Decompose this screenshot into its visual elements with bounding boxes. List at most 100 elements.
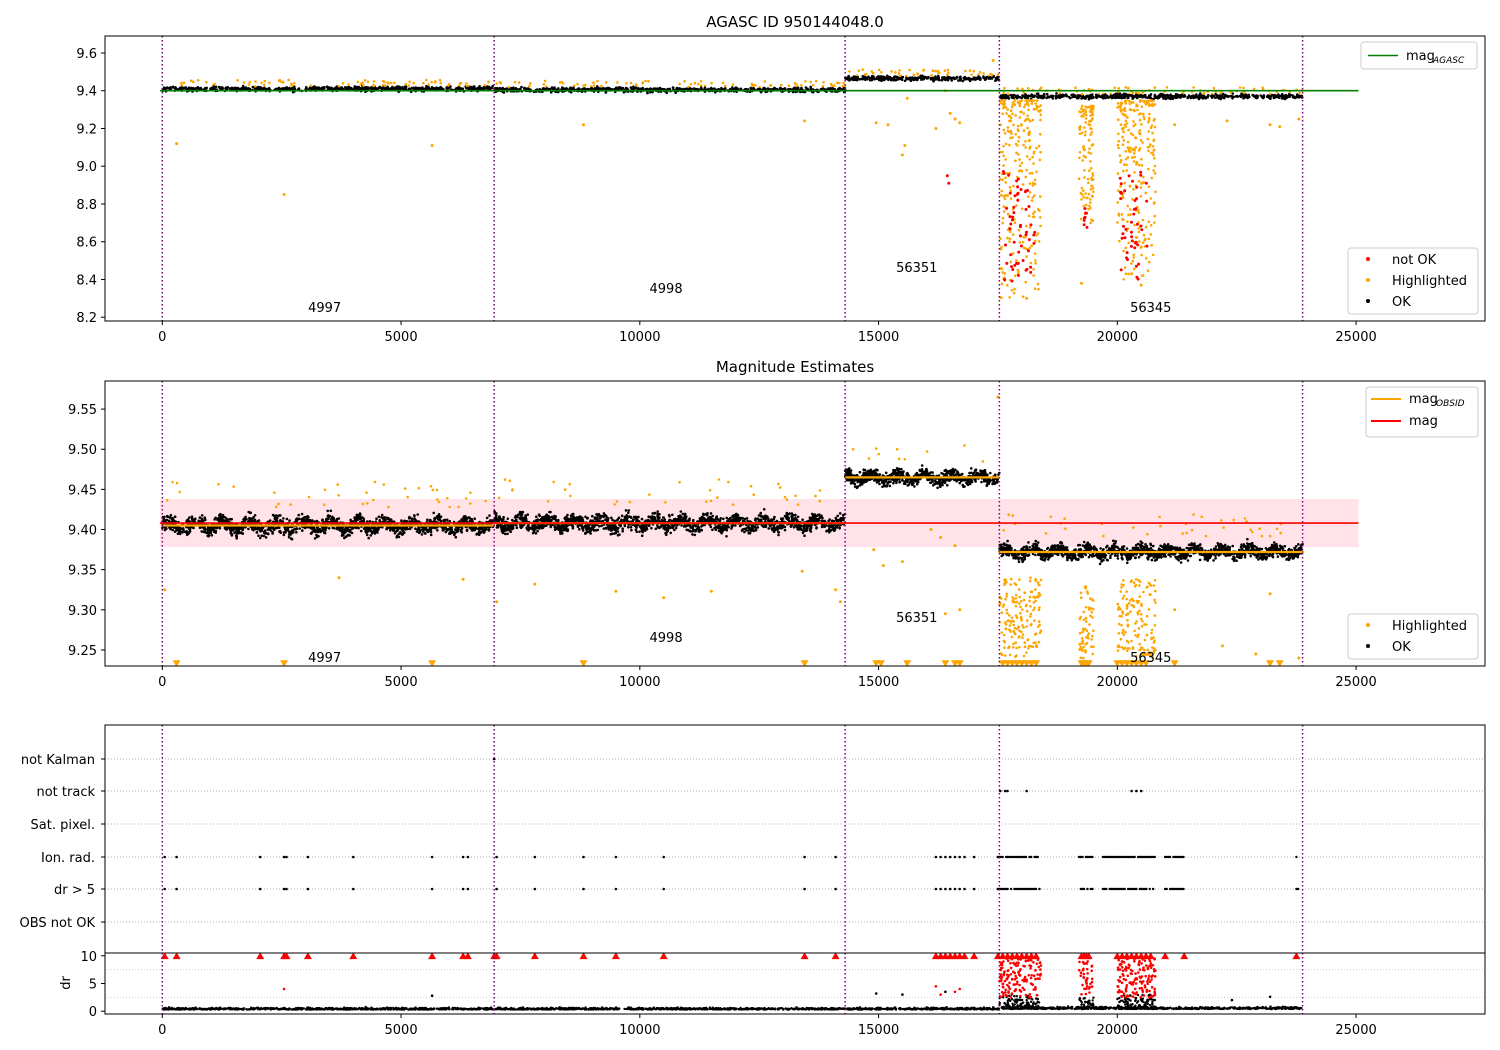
highlighted-point	[1004, 176, 1007, 179]
ok-point	[597, 87, 600, 91]
ok-point	[512, 87, 515, 90]
ok-point	[484, 526, 487, 530]
x-tick-label: 5000	[385, 330, 418, 345]
highlighted-point	[1003, 272, 1007, 275]
highlighted-point	[990, 73, 994, 76]
y-tick-label: 8.8	[76, 198, 97, 213]
highlighted-point	[1133, 267, 1136, 271]
ok-point	[1162, 93, 1166, 97]
highlighted-point	[1127, 272, 1130, 276]
ok-point	[186, 518, 190, 521]
highlighted-point	[484, 499, 488, 503]
highlighted-point	[372, 80, 376, 83]
highlighted-point	[1018, 164, 1022, 167]
ok-point	[725, 535, 728, 538]
highlighted-point	[387, 82, 391, 85]
highlighted-point	[337, 494, 341, 497]
highlighted-point	[763, 80, 766, 83]
highlighted-point	[1084, 192, 1087, 195]
highlighted-point	[1127, 128, 1130, 132]
highlighted-point	[629, 81, 633, 85]
highlighted-point	[1129, 208, 1132, 211]
highlighted-point	[1138, 100, 1142, 103]
ok-point	[690, 87, 693, 91]
ok-point	[972, 76, 976, 79]
highlighted-point	[968, 69, 972, 72]
highlighted-point	[1017, 129, 1020, 133]
not-ok-point	[1016, 273, 1020, 277]
ok-point	[1138, 95, 1142, 98]
not-ok-point	[1029, 265, 1033, 269]
ok-point	[857, 77, 860, 81]
highlighted-point	[1123, 123, 1127, 127]
highlighted-point	[1089, 198, 1092, 201]
ok-point	[386, 516, 390, 520]
highlighted-point	[293, 81, 296, 85]
ok-point	[367, 536, 371, 540]
ok-point	[1285, 96, 1288, 100]
highlighted-point	[1088, 169, 1091, 172]
ok-point	[190, 516, 194, 520]
highlighted-point	[1117, 189, 1120, 192]
highlighted-point	[1079, 125, 1082, 129]
ok-point	[875, 77, 878, 81]
ok-point	[294, 527, 297, 531]
ok-point	[416, 513, 420, 516]
not-ok-point	[1129, 244, 1133, 248]
highlighted-point	[1020, 207, 1024, 211]
ok-point	[1015, 96, 1019, 100]
ok-point	[471, 87, 474, 90]
not-ok-point	[1136, 277, 1140, 281]
highlighted-point	[1124, 102, 1128, 105]
highlighted-point	[236, 79, 239, 82]
highlighted-point	[1085, 203, 1088, 207]
highlighted-point	[1134, 123, 1137, 126]
highlighted-point	[517, 81, 521, 84]
highlighted-point	[372, 83, 375, 87]
highlighted-point	[1150, 176, 1154, 180]
ok-point	[1234, 95, 1238, 98]
highlighted-point	[1083, 169, 1086, 172]
highlighted-point	[563, 488, 567, 491]
not-ok-point	[1122, 224, 1125, 228]
obsid-label: 56345	[1130, 301, 1171, 316]
ok-point	[253, 518, 257, 522]
ok-point	[395, 536, 399, 539]
highlighted-point	[1028, 182, 1032, 185]
highlighted-point	[1025, 168, 1029, 172]
highlighted-point	[1133, 109, 1136, 113]
ok-point	[178, 532, 182, 536]
highlighted-point	[247, 83, 251, 86]
highlighted-point	[894, 71, 897, 74]
highlighted-point	[1127, 149, 1131, 153]
ok-point	[239, 87, 242, 91]
ok-point	[919, 74, 922, 78]
highlighted-point	[964, 69, 967, 73]
ok-point	[734, 87, 738, 91]
highlighted-point	[1118, 154, 1122, 157]
highlighted-point	[752, 83, 755, 87]
y-tick-label: 9.4	[76, 85, 97, 100]
highlighted-point	[1142, 233, 1146, 237]
highlighted-point	[1034, 259, 1037, 262]
highlighted-point	[1081, 109, 1085, 113]
ok-point	[1210, 94, 1213, 98]
ok-point	[429, 528, 433, 532]
ok-point	[380, 516, 383, 519]
highlighted-point	[1147, 99, 1150, 103]
highlighted-point	[1022, 91, 1025, 94]
ok-point	[1087, 97, 1091, 101]
highlighted-point	[1022, 235, 1025, 239]
highlighted-point	[1113, 86, 1117, 90]
highlighted-point	[1088, 120, 1091, 123]
highlighted-point	[934, 69, 937, 73]
ok-point	[983, 78, 987, 82]
highlighted-point	[1268, 92, 1272, 96]
highlighted-point	[1136, 208, 1140, 212]
highlighted-point	[1007, 114, 1011, 118]
highlighted-point	[281, 80, 285, 84]
highlighted-point	[1039, 150, 1042, 154]
ok-point	[466, 86, 470, 90]
ok-point	[214, 516, 217, 520]
